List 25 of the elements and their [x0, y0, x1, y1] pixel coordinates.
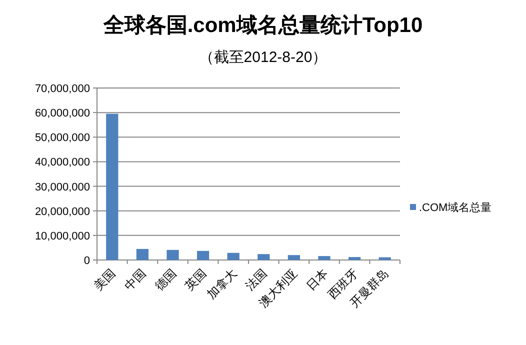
bar	[136, 248, 149, 260]
y-tick-label: 60,000,000	[34, 108, 90, 120]
y-tick-label: 30,000,000	[34, 181, 90, 194]
chart-subtitle: （截至2012-8-20）	[198, 49, 328, 66]
x-tick-label: 美国	[91, 266, 118, 294]
x-tick-label: 德国	[152, 266, 179, 294]
x-tick-label: 中国	[122, 266, 149, 294]
y-tick-label: 50,000,000	[34, 132, 90, 144]
bar	[288, 255, 300, 260]
bar	[196, 250, 210, 260]
y-tick-label: 20,000,000	[34, 206, 90, 218]
bar	[348, 257, 361, 260]
y-tick-label: 70,000,000	[34, 83, 90, 95]
legend-label: .COM域名总量	[419, 201, 492, 214]
y-tick-label: 0	[84, 255, 90, 267]
bar	[378, 257, 391, 260]
bar	[227, 252, 240, 260]
bar	[166, 250, 179, 260]
bar	[106, 114, 118, 260]
chart-title: 全球各国.com域名总量统计Top10	[102, 13, 423, 37]
bar	[318, 256, 330, 260]
y-tick-label: 40,000,000	[34, 156, 90, 169]
bar	[258, 254, 270, 260]
x-tick-label: 法国	[242, 266, 270, 294]
y-tick-label: 10,000,000	[34, 230, 90, 242]
